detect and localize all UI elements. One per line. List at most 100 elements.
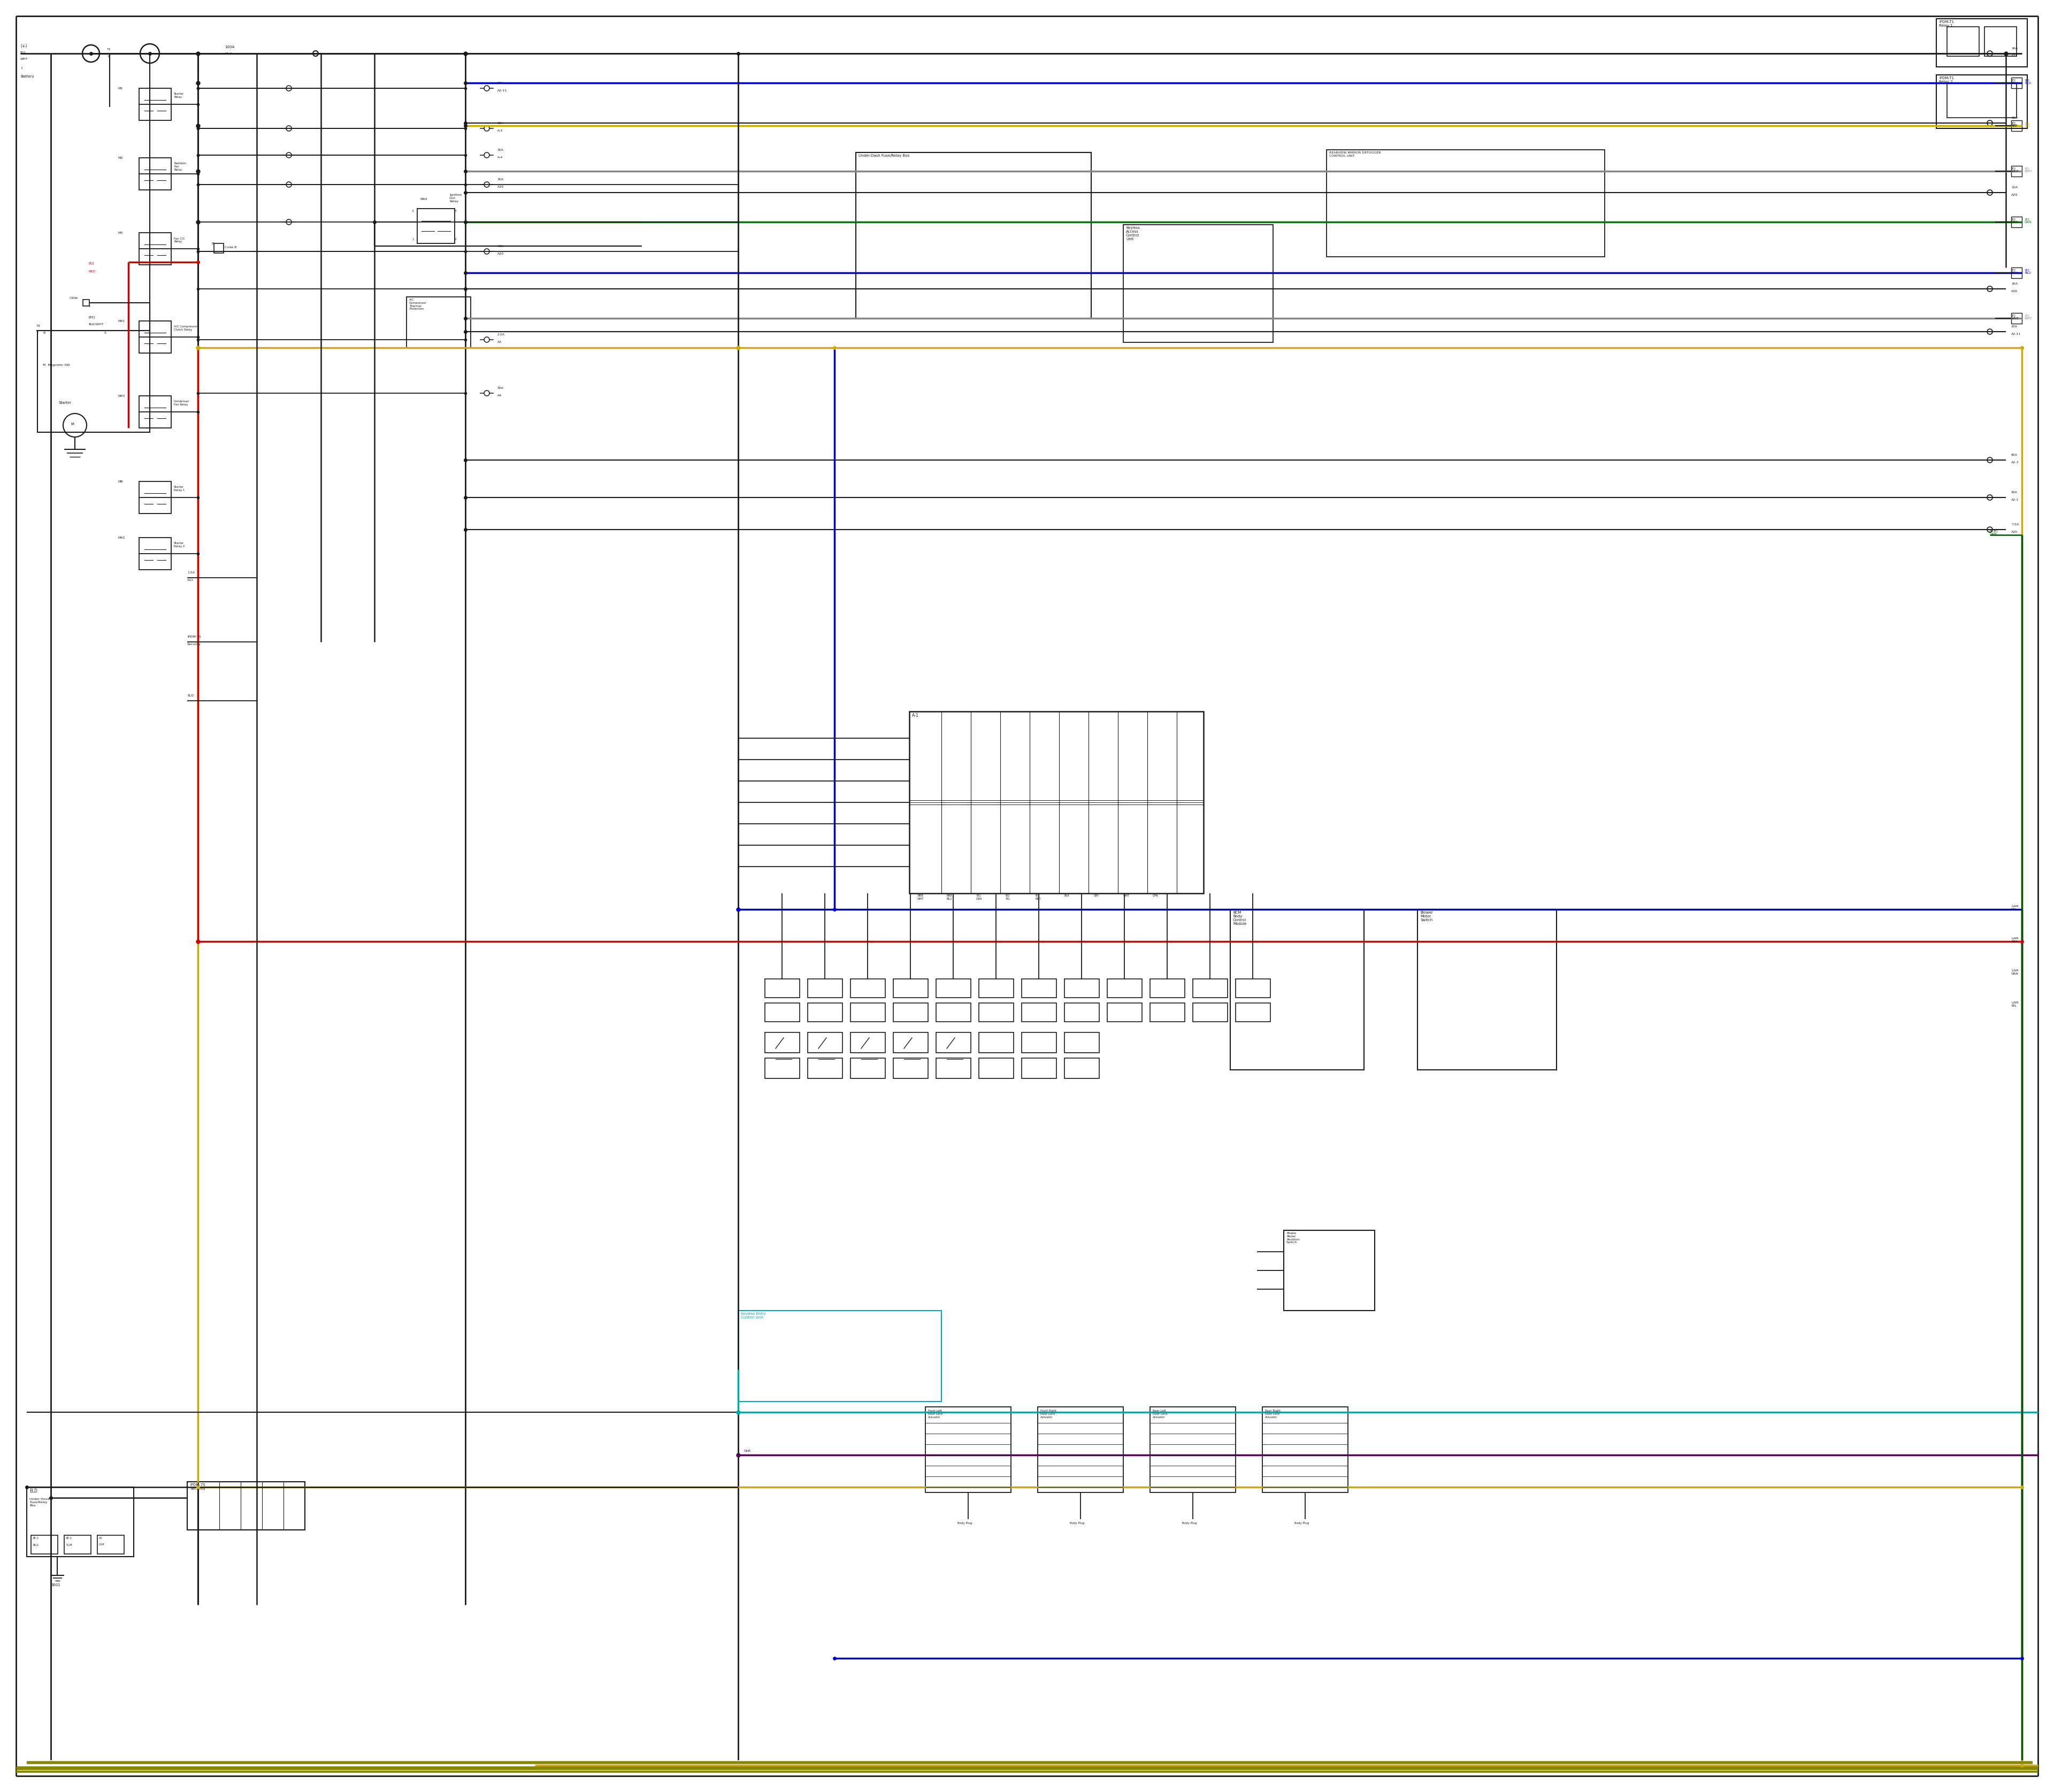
Text: Keyless
Access
Control
Unit: Keyless Access Control Unit xyxy=(1126,226,1140,240)
Bar xyxy=(64,1536,90,1554)
Text: Under-Dash Fuse/Relay Box: Under-Dash Fuse/Relay Box xyxy=(859,154,910,158)
Bar xyxy=(937,1057,972,1079)
Text: Rear Right
Door Lock
Actuator: Rear Right Door Lock Actuator xyxy=(1265,1410,1280,1419)
Text: B/1
RED: B/1 RED xyxy=(1035,894,1041,900)
Text: 7.5A: 7.5A xyxy=(2011,523,2019,525)
Text: 50A: 50A xyxy=(2011,491,2017,495)
Text: Battery: Battery xyxy=(21,75,35,79)
Text: C406: C406 xyxy=(70,297,78,299)
Text: A3: A3 xyxy=(497,340,501,344)
Text: 30A: 30A xyxy=(497,387,503,389)
Text: A4: A4 xyxy=(497,394,501,396)
Text: Radiator
Fan
Relay: Radiator Fan Relay xyxy=(175,161,187,170)
Bar xyxy=(140,396,170,428)
Text: BRB
BLU: BRB BLU xyxy=(947,894,953,900)
Bar xyxy=(97,1536,123,1554)
Bar xyxy=(980,1057,1013,1079)
Text: 20A: 20A xyxy=(2011,324,2017,328)
Text: BCM
Body
Control
Module: BCM Body Control Module xyxy=(1232,910,1247,925)
Text: CAP: CAP xyxy=(99,1543,105,1546)
Bar xyxy=(1230,909,1364,1070)
Text: [E]
WHT: [E] WHT xyxy=(2025,314,2033,319)
Text: RED: RED xyxy=(88,271,94,272)
Text: [E]
WHT: [E] WHT xyxy=(2011,314,2019,319)
Bar xyxy=(764,978,799,998)
Bar xyxy=(1021,978,1056,998)
Text: M41: M41 xyxy=(117,321,125,323)
Bar xyxy=(764,1032,799,1052)
Text: [E]
BLU: [E] BLU xyxy=(2011,79,2017,84)
Bar xyxy=(1124,224,1273,342)
Text: A-3: A-3 xyxy=(497,129,503,133)
Bar xyxy=(187,1482,304,1530)
Text: 30A: 30A xyxy=(497,122,503,125)
Text: Rear Left
Door Lock
Actuator: Rear Left Door Lock Actuator xyxy=(1152,1410,1167,1419)
Text: 15A: 15A xyxy=(2011,116,2017,120)
Bar xyxy=(417,208,454,244)
Text: 100A: 100A xyxy=(224,45,234,48)
Text: LAM
YEL: LAM YEL xyxy=(2011,1002,2019,1007)
Text: ELD: ELD xyxy=(187,694,193,697)
Bar xyxy=(214,244,224,253)
Text: 1.5A: 1.5A xyxy=(187,572,195,573)
Text: S: S xyxy=(105,332,107,335)
Bar xyxy=(737,1310,941,1401)
Text: 40A: 40A xyxy=(497,246,503,247)
Text: A22: A22 xyxy=(2011,124,2017,127)
Text: Ignition
Coil
Relay: Ignition Coil Relay xyxy=(450,194,462,202)
Text: [E]
GRN: [E] GRN xyxy=(2025,217,2031,224)
Bar xyxy=(1327,151,1604,256)
Text: 20A: 20A xyxy=(497,82,503,84)
Text: BLK/WHT: BLK/WHT xyxy=(88,323,103,324)
Text: Body Plug: Body Plug xyxy=(957,1521,972,1525)
Text: YL/B: YL/B xyxy=(66,1543,72,1546)
Bar xyxy=(857,152,1091,319)
Text: Starter
Relay 2: Starter Relay 2 xyxy=(175,541,185,548)
Text: IPDM-T1
Relay 1: IPDM-T1 Relay 1 xyxy=(1939,20,1953,27)
Text: BLK: BLK xyxy=(1064,894,1070,898)
Text: A2-1: A2-1 xyxy=(2011,498,2019,502)
Text: A/C Compressor
Clutch Relay: A/C Compressor Clutch Relay xyxy=(175,324,197,332)
Text: 2C: 2C xyxy=(99,1538,103,1539)
Text: Front Left
Door Lock
Actuator: Front Left Door Lock Actuator xyxy=(928,1410,943,1419)
Bar xyxy=(82,299,88,306)
Text: A11: A11 xyxy=(187,579,193,581)
Bar xyxy=(140,233,170,265)
Text: [E]
WHT: [E] WHT xyxy=(2011,167,2019,172)
Bar xyxy=(893,1057,928,1079)
Bar xyxy=(1107,978,1142,998)
Bar xyxy=(31,1536,58,1554)
Text: B: B xyxy=(212,242,214,246)
Text: [E]
GRN: [E] GRN xyxy=(2011,217,2019,224)
Text: [E]
WHT: [E] WHT xyxy=(2025,167,2033,172)
Bar xyxy=(807,1057,842,1079)
Bar xyxy=(1937,18,2027,66)
Text: GRY: GRY xyxy=(1095,894,1099,898)
Text: Condenser
Fan Relay: Condenser Fan Relay xyxy=(175,400,189,407)
Bar xyxy=(1937,75,2027,129)
Bar xyxy=(1150,978,1185,998)
Text: BL/L: BL/L xyxy=(33,1543,39,1546)
Bar xyxy=(893,1032,928,1052)
Text: 2E-1: 2E-1 xyxy=(33,1538,39,1539)
Bar xyxy=(1237,1004,1269,1021)
Text: CPN: CPN xyxy=(1152,894,1158,898)
Bar xyxy=(1237,978,1269,998)
Text: 16A: 16A xyxy=(2011,47,2017,50)
Text: Brake
Pedal
Position
Switch: Brake Pedal Position Switch xyxy=(1286,1231,1300,1244)
Bar xyxy=(140,538,170,570)
Text: [E]
YEL: [E] YEL xyxy=(2025,122,2031,127)
Bar xyxy=(1193,978,1228,998)
Bar xyxy=(807,978,842,998)
Text: A25: A25 xyxy=(2011,530,2017,534)
Text: A2-11: A2-11 xyxy=(2011,333,2021,335)
Bar xyxy=(1021,1057,1056,1079)
Bar xyxy=(1021,1032,1056,1052)
Bar xyxy=(850,978,885,998)
Bar xyxy=(1064,978,1099,998)
Text: A/C
Compressor
Thermal
Protection: A/C Compressor Thermal Protection xyxy=(409,299,427,310)
Text: B: B xyxy=(43,332,45,335)
Bar xyxy=(1064,1004,1099,1021)
Bar xyxy=(910,711,1204,894)
Text: [E]
BLU: [E] BLU xyxy=(2025,269,2031,274)
